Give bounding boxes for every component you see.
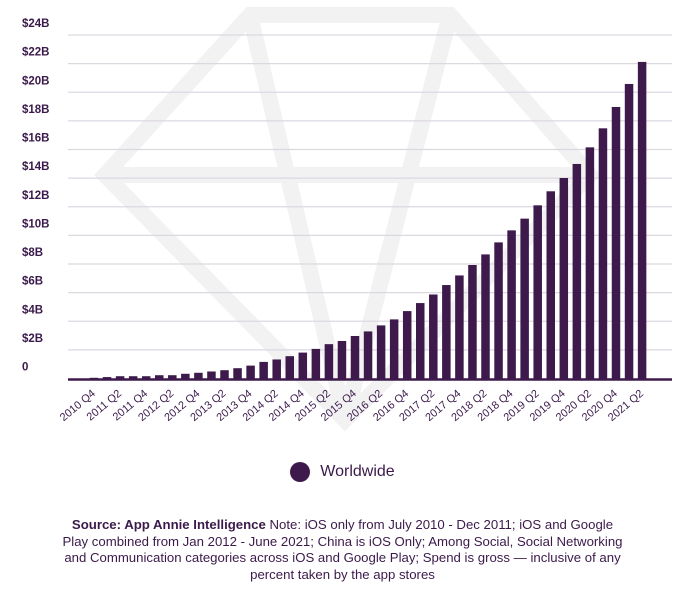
bar — [611, 106, 621, 379]
bar — [585, 147, 595, 379]
y-tick-label: $22B — [22, 47, 50, 59]
y-tick-label: $8B — [22, 247, 43, 259]
bar — [168, 375, 177, 379]
y-tick-label: $18B — [22, 104, 50, 116]
bar — [520, 218, 529, 379]
bar — [637, 61, 647, 379]
bar — [416, 303, 425, 379]
bar — [337, 341, 347, 379]
bar — [363, 331, 373, 379]
bar — [259, 361, 268, 379]
bar — [533, 205, 542, 379]
watermark-logo — [94, 6, 601, 432]
bar — [181, 373, 190, 379]
y-tick-label: $2B — [22, 333, 43, 345]
bar — [128, 376, 138, 379]
bar — [572, 163, 582, 379]
bar — [429, 294, 438, 379]
bar — [455, 275, 464, 379]
legend: Worldwide — [0, 462, 685, 482]
y-tick-label: $16B — [22, 133, 50, 145]
bar — [311, 348, 321, 379]
bar — [102, 377, 112, 379]
legend-swatch — [290, 462, 311, 482]
legend-label: Worldwide — [320, 463, 395, 480]
bar-chart: 0 $2B $4B $6B $8B $10B $12B $14B $16B $18B $20B $22… — [22, 6, 672, 432]
footnote: Source: App Annie Intelligence Note: iOS… — [60, 517, 625, 583]
y-tick-label: $24B — [22, 18, 50, 30]
bar — [89, 377, 99, 379]
bar — [324, 344, 334, 379]
bar — [207, 371, 216, 379]
bar — [494, 242, 503, 379]
bar — [350, 335, 360, 379]
y-tick-label: $6B — [22, 276, 43, 288]
y-tick-label: 0 — [22, 362, 28, 374]
bar — [624, 83, 634, 379]
bar — [389, 319, 399, 379]
bar — [442, 285, 451, 379]
bar — [155, 375, 164, 379]
bar — [194, 372, 203, 379]
bar — [298, 352, 308, 379]
bar — [598, 128, 608, 379]
bar — [285, 356, 294, 379]
bar — [376, 325, 386, 379]
y-tick-label: $12B — [22, 190, 50, 202]
bar — [468, 265, 477, 379]
bar — [559, 177, 569, 379]
source-label: Source: App Annie Intelligence — [71, 517, 266, 532]
bar — [402, 311, 412, 379]
bar — [246, 365, 255, 379]
footnote-text: Note: iOS only from July 2010 - Dec 2011… — [62, 517, 623, 582]
bar — [115, 376, 125, 379]
bar — [546, 191, 555, 379]
bar — [481, 254, 490, 379]
y-tick-label: $10B — [22, 218, 50, 230]
bar — [220, 370, 229, 379]
bar — [507, 230, 516, 379]
y-tick-label: $20B — [22, 75, 50, 87]
bar — [233, 368, 242, 379]
bar — [272, 359, 281, 379]
y-tick-label: $4B — [22, 304, 43, 316]
bar — [141, 376, 151, 379]
y-tick-label: $14B — [22, 161, 50, 173]
